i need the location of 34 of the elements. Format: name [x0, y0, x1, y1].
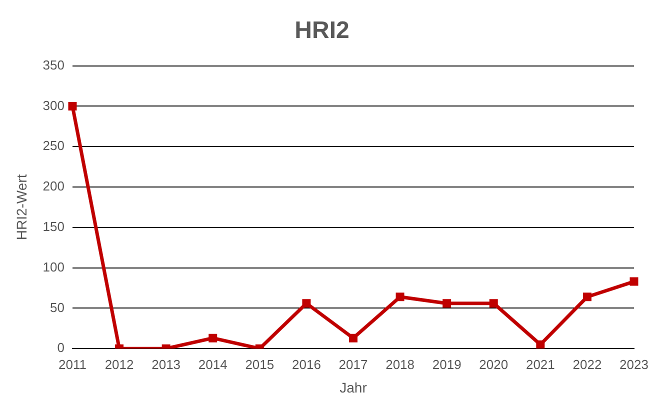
x-tick-label: 2016	[292, 356, 321, 372]
x-tick-label: 2014	[198, 356, 228, 372]
x-tick-label: 2015	[245, 356, 274, 372]
point	[68, 102, 77, 110]
x-tick-label: 2018	[386, 356, 414, 372]
point	[489, 299, 498, 308]
y-axis-title: HRI2-Wert	[13, 174, 30, 240]
point	[630, 277, 638, 286]
point	[582, 292, 592, 302]
y-tick-label: 0	[57, 340, 64, 356]
x-axis-title: Jahr	[340, 379, 368, 396]
x-tick-label: 2019	[432, 356, 462, 372]
y-tick-label: 250	[42, 138, 64, 154]
y-tick-label: 50	[50, 300, 64, 315]
y-tick-label: 100	[42, 259, 64, 274]
y-tick-label: 350	[42, 57, 64, 72]
x-tick-label: 2020	[479, 356, 508, 372]
x-tick-label: 2013	[152, 356, 181, 372]
point	[536, 340, 545, 349]
point	[442, 299, 452, 308]
point	[208, 334, 218, 342]
x-tick-label: 2017	[338, 356, 368, 372]
y-tick-label: 150	[42, 218, 64, 234]
x-tick-label: 2022	[572, 356, 602, 372]
point	[396, 292, 404, 302]
x-tick-label: 2023	[620, 356, 648, 372]
x-tick-label: 2021	[526, 356, 555, 372]
point	[302, 299, 311, 308]
x-tick-label: 2011	[58, 356, 86, 372]
y-tick-label: 200	[42, 178, 64, 194]
point	[349, 334, 358, 342]
y-tick-label: 300	[42, 98, 64, 113]
chart-title: HRI2	[294, 17, 350, 44]
x-tick-label: 2012	[104, 356, 134, 372]
